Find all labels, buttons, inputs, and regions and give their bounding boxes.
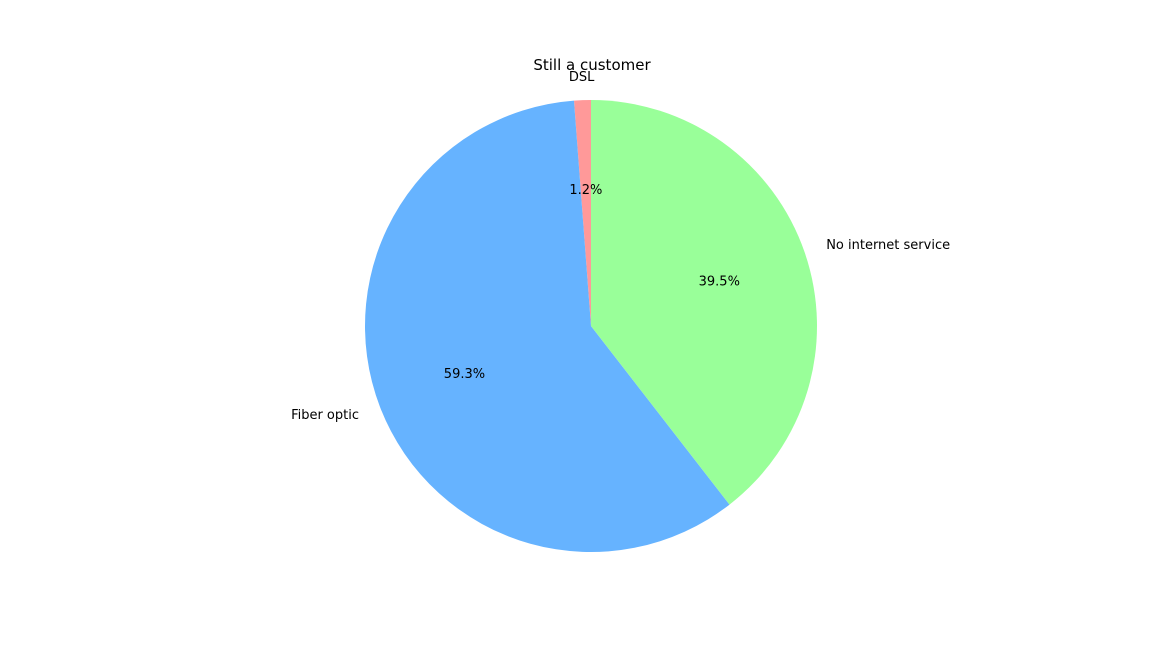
percent-label-dsl: 1.2%	[569, 183, 602, 198]
pie-slices	[364, 100, 817, 553]
pie-labels: DSL 1.2% Fiber optic 59.3% No internet servi…	[291, 70, 950, 423]
pie-slice-no-internet-service	[591, 100, 817, 505]
percent-label-no-internet-service: 39.5%	[699, 275, 740, 290]
chart-title: Still a customer	[533, 56, 651, 74]
pie-slice-dsl	[573, 100, 591, 326]
slice-label-dsl: DSL	[569, 70, 595, 85]
slice-label-fiber-optic: Fiber optic	[291, 408, 359, 423]
slice-label-no-internet-service: No internet service	[826, 238, 950, 253]
percent-label-fiber-optic: 59.3%	[444, 367, 485, 382]
pie-slice-fiber-optic	[364, 100, 730, 553]
